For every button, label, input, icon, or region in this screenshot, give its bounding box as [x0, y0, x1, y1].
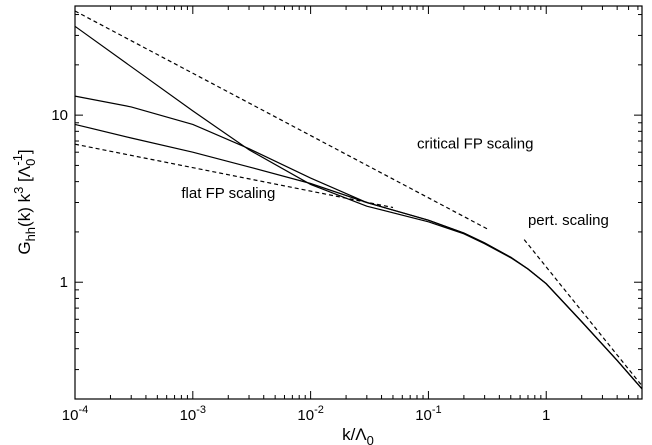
x-tick-label: 1: [542, 407, 550, 424]
x-axis-label: k/Λ0: [342, 425, 374, 445]
dashed-series-5: [523, 239, 643, 387]
dashed-series-3: [74, 10, 490, 231]
x-tick-label: 10-1: [415, 404, 441, 424]
y-axis-label: Ghh(k) k3 [Λ0-1]: [10, 149, 38, 254]
y-tick-label: 10: [51, 107, 68, 124]
annotation-label: critical FP scaling: [417, 136, 533, 153]
dashed-series-4: [74, 143, 394, 209]
solid-series-1: [74, 95, 643, 390]
y-tick-label: 1: [60, 274, 68, 291]
tick-layer: 10-4 10-3 10-2 10-1 1 1 10: [51, 6, 642, 424]
x-tick-label: 10-4: [62, 404, 88, 424]
x-tick-label: 10-3: [180, 404, 206, 424]
solid-series-0: [74, 25, 643, 390]
annotation-label: flat FP scaling: [181, 185, 275, 202]
x-tick-label: 10-2: [297, 404, 323, 424]
solid-series-2: [74, 123, 643, 390]
series-layer: [74, 10, 643, 390]
annotation-label: pert. scaling: [528, 212, 609, 229]
annotation-layer: critical FP scaling flat FP scaling pert. …: [181, 136, 608, 229]
